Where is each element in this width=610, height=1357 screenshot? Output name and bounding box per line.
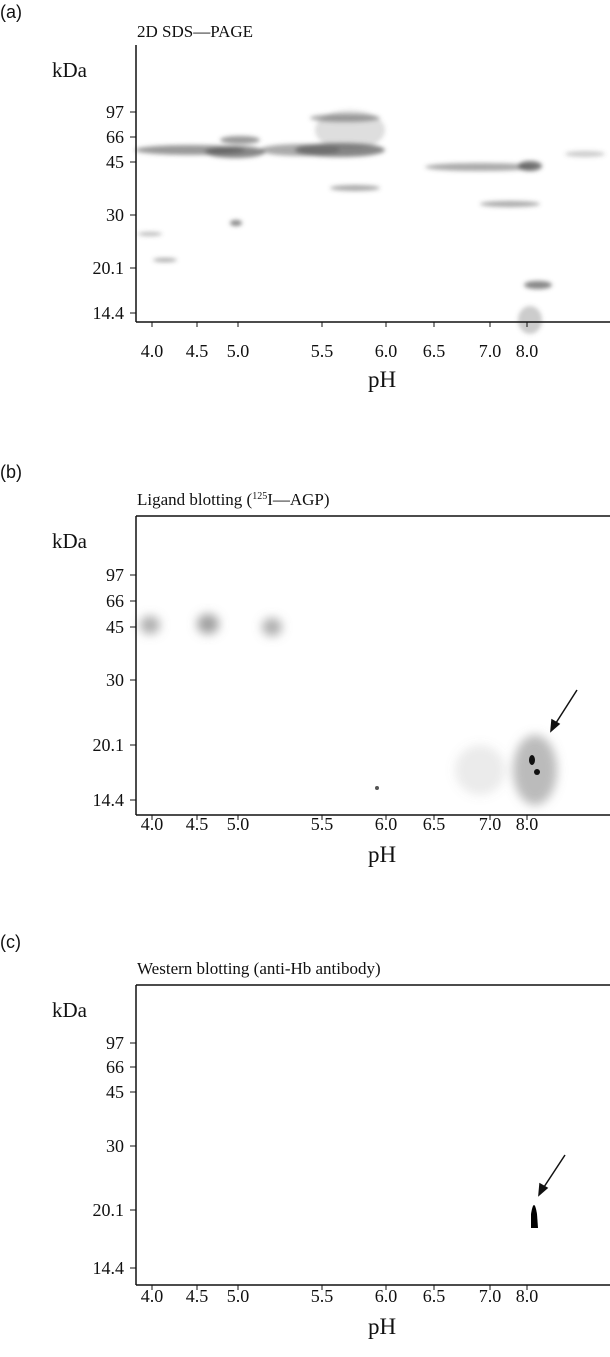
x-tick-label: 8.0 xyxy=(516,814,539,834)
x-tick-label: 7.0 xyxy=(479,341,502,361)
title-part: Western blotting (anti-Hb antibody) xyxy=(137,959,381,978)
y-tick-label: 20.1 xyxy=(93,258,125,278)
panel-label: (b) xyxy=(0,462,22,482)
y-tick-label: 45 xyxy=(106,1082,124,1102)
y-tick-label: 30 xyxy=(106,1136,124,1156)
x-axis-label: pH xyxy=(368,842,396,867)
western-band xyxy=(531,1205,538,1228)
x-tick-label: 5.0 xyxy=(227,341,250,361)
panel: (c) Western blotting (anti-Hb antibody) kD… xyxy=(0,932,610,1339)
y-tick-label: 20.1 xyxy=(93,1200,125,1220)
x-axis-label: pH xyxy=(368,1314,396,1339)
x-tick-label: 4.0 xyxy=(141,341,164,361)
x-tick-label: 4.5 xyxy=(186,341,209,361)
y-tick-label: 97 xyxy=(106,102,124,122)
y-tick-label: 66 xyxy=(106,1057,124,1077)
x-tick-label: 5.5 xyxy=(311,814,334,834)
gel-image xyxy=(135,110,605,334)
x-axis-label: pH xyxy=(368,367,396,392)
y-tick-label: 45 xyxy=(106,617,124,637)
panel-title: Western blotting (anti-Hb antibody) xyxy=(137,959,381,978)
x-tick-label: 7.0 xyxy=(479,1286,502,1306)
blot-image xyxy=(140,614,557,805)
x-tick-label: 6.5 xyxy=(423,341,446,361)
y-tick-label: 45 xyxy=(106,152,124,172)
title-part: Ligand blotting ( xyxy=(137,490,253,509)
title-part: 125 xyxy=(252,491,267,502)
panel: (b) Ligand blotting (125I—AGP) kDa 97 66 45 30… xyxy=(0,462,610,867)
x-tick-label: 5.5 xyxy=(311,341,334,361)
y-tick-label: 66 xyxy=(106,127,124,147)
x-tick-label: 4.0 xyxy=(141,814,164,834)
y-tick-label: 14.4 xyxy=(93,790,125,810)
x-tick-label: 6.5 xyxy=(423,814,446,834)
panel-title: Ligand blotting (125I—AGP) xyxy=(137,490,330,509)
title-part: I—AGP) xyxy=(267,490,329,509)
y-tick-label: 97 xyxy=(106,565,124,585)
x-tick-label: 4.5 xyxy=(186,814,209,834)
x-tick-label: 7.0 xyxy=(479,814,502,834)
x-tick-label: 5.5 xyxy=(311,1286,334,1306)
y-axis-label: kDa xyxy=(52,998,88,1022)
y-axis-label: kDa xyxy=(52,529,88,553)
y-axis-label: kDa xyxy=(52,58,88,82)
arrow xyxy=(538,689,578,1197)
x-tick-label: 5.0 xyxy=(227,1286,250,1306)
x-tick-label: 6.0 xyxy=(375,814,398,834)
y-tick-label: 30 xyxy=(106,205,124,225)
panel: (a) 2D SDS—PAGE kDa 97 66 45 30 20.1 14.4 4.0 4.5 5… xyxy=(0,2,610,392)
x-tick-label: 5.0 xyxy=(227,814,250,834)
x-tick-label: 4.0 xyxy=(141,1286,164,1306)
blot-dark-spot xyxy=(375,755,540,790)
panel-title: 2D SDS—PAGE xyxy=(137,22,253,41)
title-part: 2D SDS—PAGE xyxy=(137,22,253,41)
x-tick-label: 8.0 xyxy=(516,1286,539,1306)
panel-label: (c) xyxy=(0,932,21,952)
y-tick-label: 30 xyxy=(106,670,124,690)
x-tick-label: 6.0 xyxy=(375,341,398,361)
x-tick-label: 8.0 xyxy=(516,341,539,361)
y-tick-label: 14.4 xyxy=(93,1258,125,1278)
y-tick-label: 14.4 xyxy=(93,303,125,323)
panel-label: (a) xyxy=(0,2,22,22)
x-tick-label: 6.0 xyxy=(375,1286,398,1306)
x-tick-label: 6.5 xyxy=(423,1286,446,1306)
y-tick-label: 66 xyxy=(106,591,124,611)
y-tick-label: 20.1 xyxy=(93,735,125,755)
y-tick-label: 97 xyxy=(106,1033,124,1053)
x-tick-label: 4.5 xyxy=(186,1286,209,1306)
